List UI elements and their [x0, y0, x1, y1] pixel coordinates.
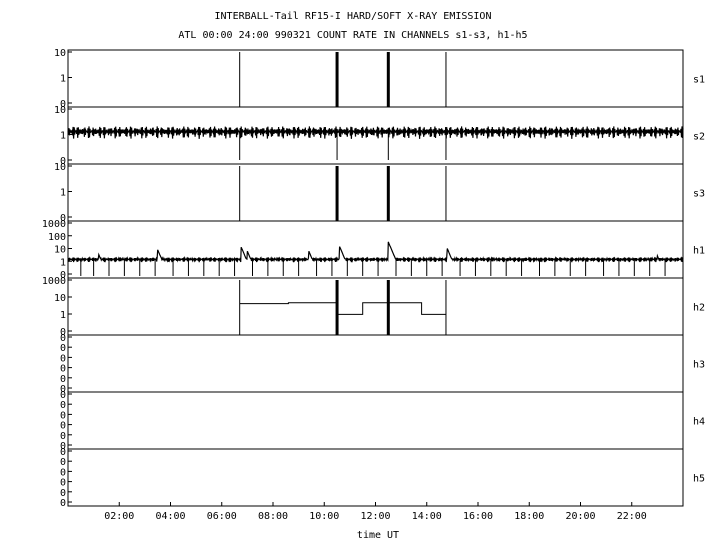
y-tick-label: 0	[60, 467, 66, 478]
x-tick-label: 18:00	[514, 511, 544, 522]
y-tick-label: 1	[60, 188, 66, 199]
x-tick-label: 12:00	[360, 511, 390, 522]
panel-frame	[67, 277, 684, 336]
x-axis: 02:00 04:00 06:00 08:00 10:00 12:00 14:00 16:00…	[104, 502, 647, 522]
channel-label-s2: s2	[693, 132, 705, 143]
y-tick-label: 0	[60, 447, 66, 458]
y-tick-label: 1	[60, 257, 66, 268]
y-tick-label: 0	[60, 390, 66, 401]
panels-group: s11010s21010s31010h110001001010h21000101…	[42, 48, 705, 509]
y-tick-label: 0	[60, 270, 66, 281]
y-tick-label: 100	[48, 232, 66, 243]
y-tick-label: 0	[60, 374, 66, 385]
channel-label-h4: h4	[693, 417, 705, 428]
chart-title: INTERBALL-Tail RF15-I HARD/SOFT X-RAY EM…	[215, 11, 492, 22]
y-tick-label: 10	[54, 245, 66, 256]
y-tick-label: 0	[60, 353, 66, 364]
x-axis-label: time UT	[357, 530, 399, 541]
y-tick-label: 1	[60, 131, 66, 142]
y-tick-label: 1000	[42, 276, 66, 287]
y-tick-label: 0	[60, 333, 66, 344]
y-tick-label: 1	[60, 310, 66, 321]
x-tick-label: 16:00	[463, 511, 493, 522]
panel-frame	[67, 334, 684, 393]
x-tick-label: 04:00	[155, 511, 185, 522]
panel-frame	[67, 391, 684, 450]
panel-frame	[67, 49, 684, 108]
y-tick-label: 0	[60, 343, 66, 354]
panel-frame	[67, 106, 684, 165]
channel-label-s3: s3	[693, 189, 705, 200]
y-tick-label: 0	[60, 364, 66, 375]
channel-label-s1: s1	[693, 75, 705, 86]
y-tick-label: 0	[60, 327, 66, 338]
y-tick-label: 0	[60, 410, 66, 421]
x-tick-label: 06:00	[207, 511, 237, 522]
y-tick-label: 0	[60, 213, 66, 224]
channel-label-h5: h5	[693, 474, 705, 485]
panel-frame	[67, 220, 684, 279]
y-tick-label: 0	[60, 384, 66, 395]
channel-label-h2: h2	[693, 303, 705, 314]
channel-label-h3: h3	[693, 360, 705, 371]
y-tick-label: 0	[60, 421, 66, 432]
x-tick-label: 22:00	[617, 511, 647, 522]
y-tick-label: 0	[60, 441, 66, 452]
y-tick-label: 0	[60, 156, 66, 167]
y-tick-label: 0	[60, 400, 66, 411]
series-trace-s2	[67, 126, 684, 139]
y-tick-label: 0	[60, 478, 66, 489]
y-tick-label: 10	[54, 293, 66, 304]
y-tick-label: 10	[54, 48, 66, 59]
x-tick-label: 14:00	[412, 511, 442, 522]
y-tick-label: 0	[60, 488, 66, 499]
y-tick-label: 0	[60, 431, 66, 442]
series-trace-h1	[67, 241, 684, 263]
x-tick-label: 10:00	[309, 511, 339, 522]
panel-frame	[67, 163, 684, 222]
panel-frame	[67, 448, 684, 507]
step-trace-h2	[239, 302, 446, 315]
x-tick-label: 20:00	[565, 511, 595, 522]
y-tick-label: 0	[60, 99, 66, 110]
y-tick-label: 0	[60, 457, 66, 468]
x-tick-label: 08:00	[258, 511, 288, 522]
x-tick-label: 02:00	[104, 511, 134, 522]
chart-subtitle: ATL 00:00 24:00 990321 COUNT RATE IN CHA…	[178, 30, 527, 41]
y-tick-label: 0	[60, 498, 66, 509]
channel-label-h1: h1	[693, 246, 705, 257]
y-tick-label: 10	[54, 162, 66, 173]
y-tick-label: 1000	[42, 219, 66, 230]
y-tick-label: 1	[60, 74, 66, 85]
y-tick-label: 10	[54, 105, 66, 116]
